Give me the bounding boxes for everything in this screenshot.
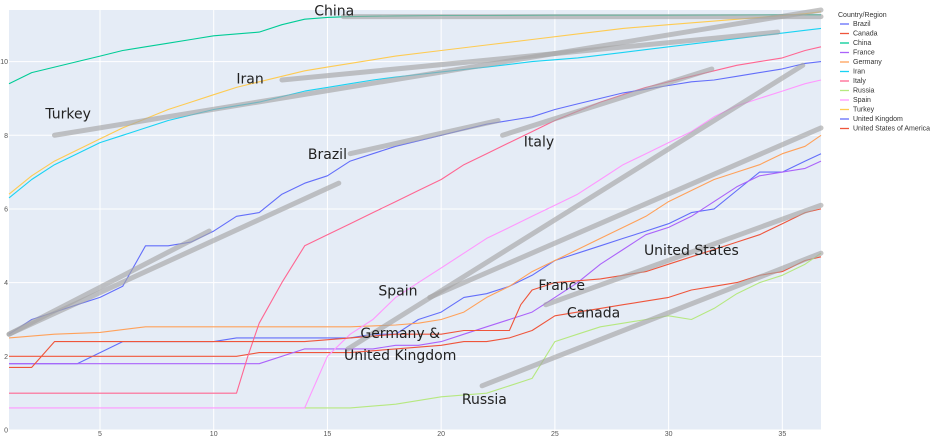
trend-line: [543, 202, 824, 308]
y-tick-label: 2: [4, 354, 8, 361]
trend-line: [427, 125, 824, 300]
legend-entry[interactable]: Spain: [853, 97, 871, 104]
legend-entry[interactable]: Brazil: [853, 21, 871, 28]
annotation-label: China: [314, 4, 354, 20]
annotation-label: United Kingdom: [344, 348, 456, 364]
series-line-france: [9, 160, 822, 365]
legend-entry[interactable]: Italy: [853, 78, 866, 85]
annotation-label: Turkey: [44, 107, 91, 123]
x-tick-label: 20: [437, 431, 445, 438]
x-tick-label: 5: [98, 431, 102, 438]
x-tick-label: 10: [210, 431, 218, 438]
x-tick-label: 25: [551, 431, 559, 438]
annotation-label: France: [538, 278, 585, 294]
x-tick-label: 35: [778, 431, 786, 438]
trend-line: [51, 7, 824, 138]
trend-line: [345, 62, 806, 352]
legend-entry[interactable]: Germany: [853, 59, 882, 66]
series-line-canada: [9, 256, 822, 357]
legend: Country/Region Brazil Canada China France Ger…: [838, 12, 930, 133]
trend-line: [479, 250, 824, 389]
annotation-label: Russia: [462, 392, 507, 408]
x-tick-label: 30: [665, 431, 673, 438]
annotation-label: Brazil: [308, 147, 347, 163]
y-tick-label: 10: [0, 59, 8, 66]
legend-entry[interactable]: Canada: [853, 31, 878, 38]
plot-background: [9, 10, 821, 430]
y-tick-label: 8: [4, 133, 8, 140]
series-line-iran: [8, 27, 822, 199]
annotation-label: Spain: [378, 284, 417, 300]
legend-entry[interactable]: Turkey: [853, 107, 875, 114]
legend-entry[interactable]: Russia: [853, 88, 875, 95]
trend-line: [347, 118, 501, 157]
annotation-label: Canada: [567, 306, 620, 322]
legend-title: Country/Region: [838, 12, 887, 19]
trend-line: [6, 180, 342, 337]
legend-entry[interactable]: Iran: [853, 69, 865, 76]
y-axis-ticks: 0 2 4 6 8 10: [0, 59, 8, 434]
x-axis-ticks: 5 10 15 20 25 30 35: [98, 431, 786, 438]
legend-entry[interactable]: China: [853, 40, 871, 47]
y-tick-label: 6: [4, 206, 8, 213]
trend-line: [500, 66, 715, 138]
annotation-label: United States: [644, 243, 739, 259]
y-tick-label: 4: [4, 280, 8, 287]
series-line-turkey: [8, 11, 822, 195]
series-line-spain: [9, 79, 822, 409]
y-tick-label: 0: [4, 428, 8, 435]
legend-entry[interactable]: United Kingdom: [853, 116, 903, 123]
annotations: China Turkey Iran Brazil Italy Spain France Uni…: [44, 4, 738, 409]
series-line-germany: [8, 134, 822, 339]
annotation-label: Germany &: [360, 326, 440, 342]
annotation-label: Iran: [236, 72, 263, 88]
x-tick-label: 15: [324, 431, 332, 438]
legend-entry[interactable]: United States of America: [853, 126, 930, 133]
annotation-label: Italy: [524, 134, 554, 150]
trend-line: [279, 29, 781, 83]
series-line-russia: [304, 252, 822, 409]
legend-entry[interactable]: France: [853, 50, 875, 57]
trend-lines: [6, 7, 824, 389]
series-line-united-states-of-america: [9, 208, 822, 368]
